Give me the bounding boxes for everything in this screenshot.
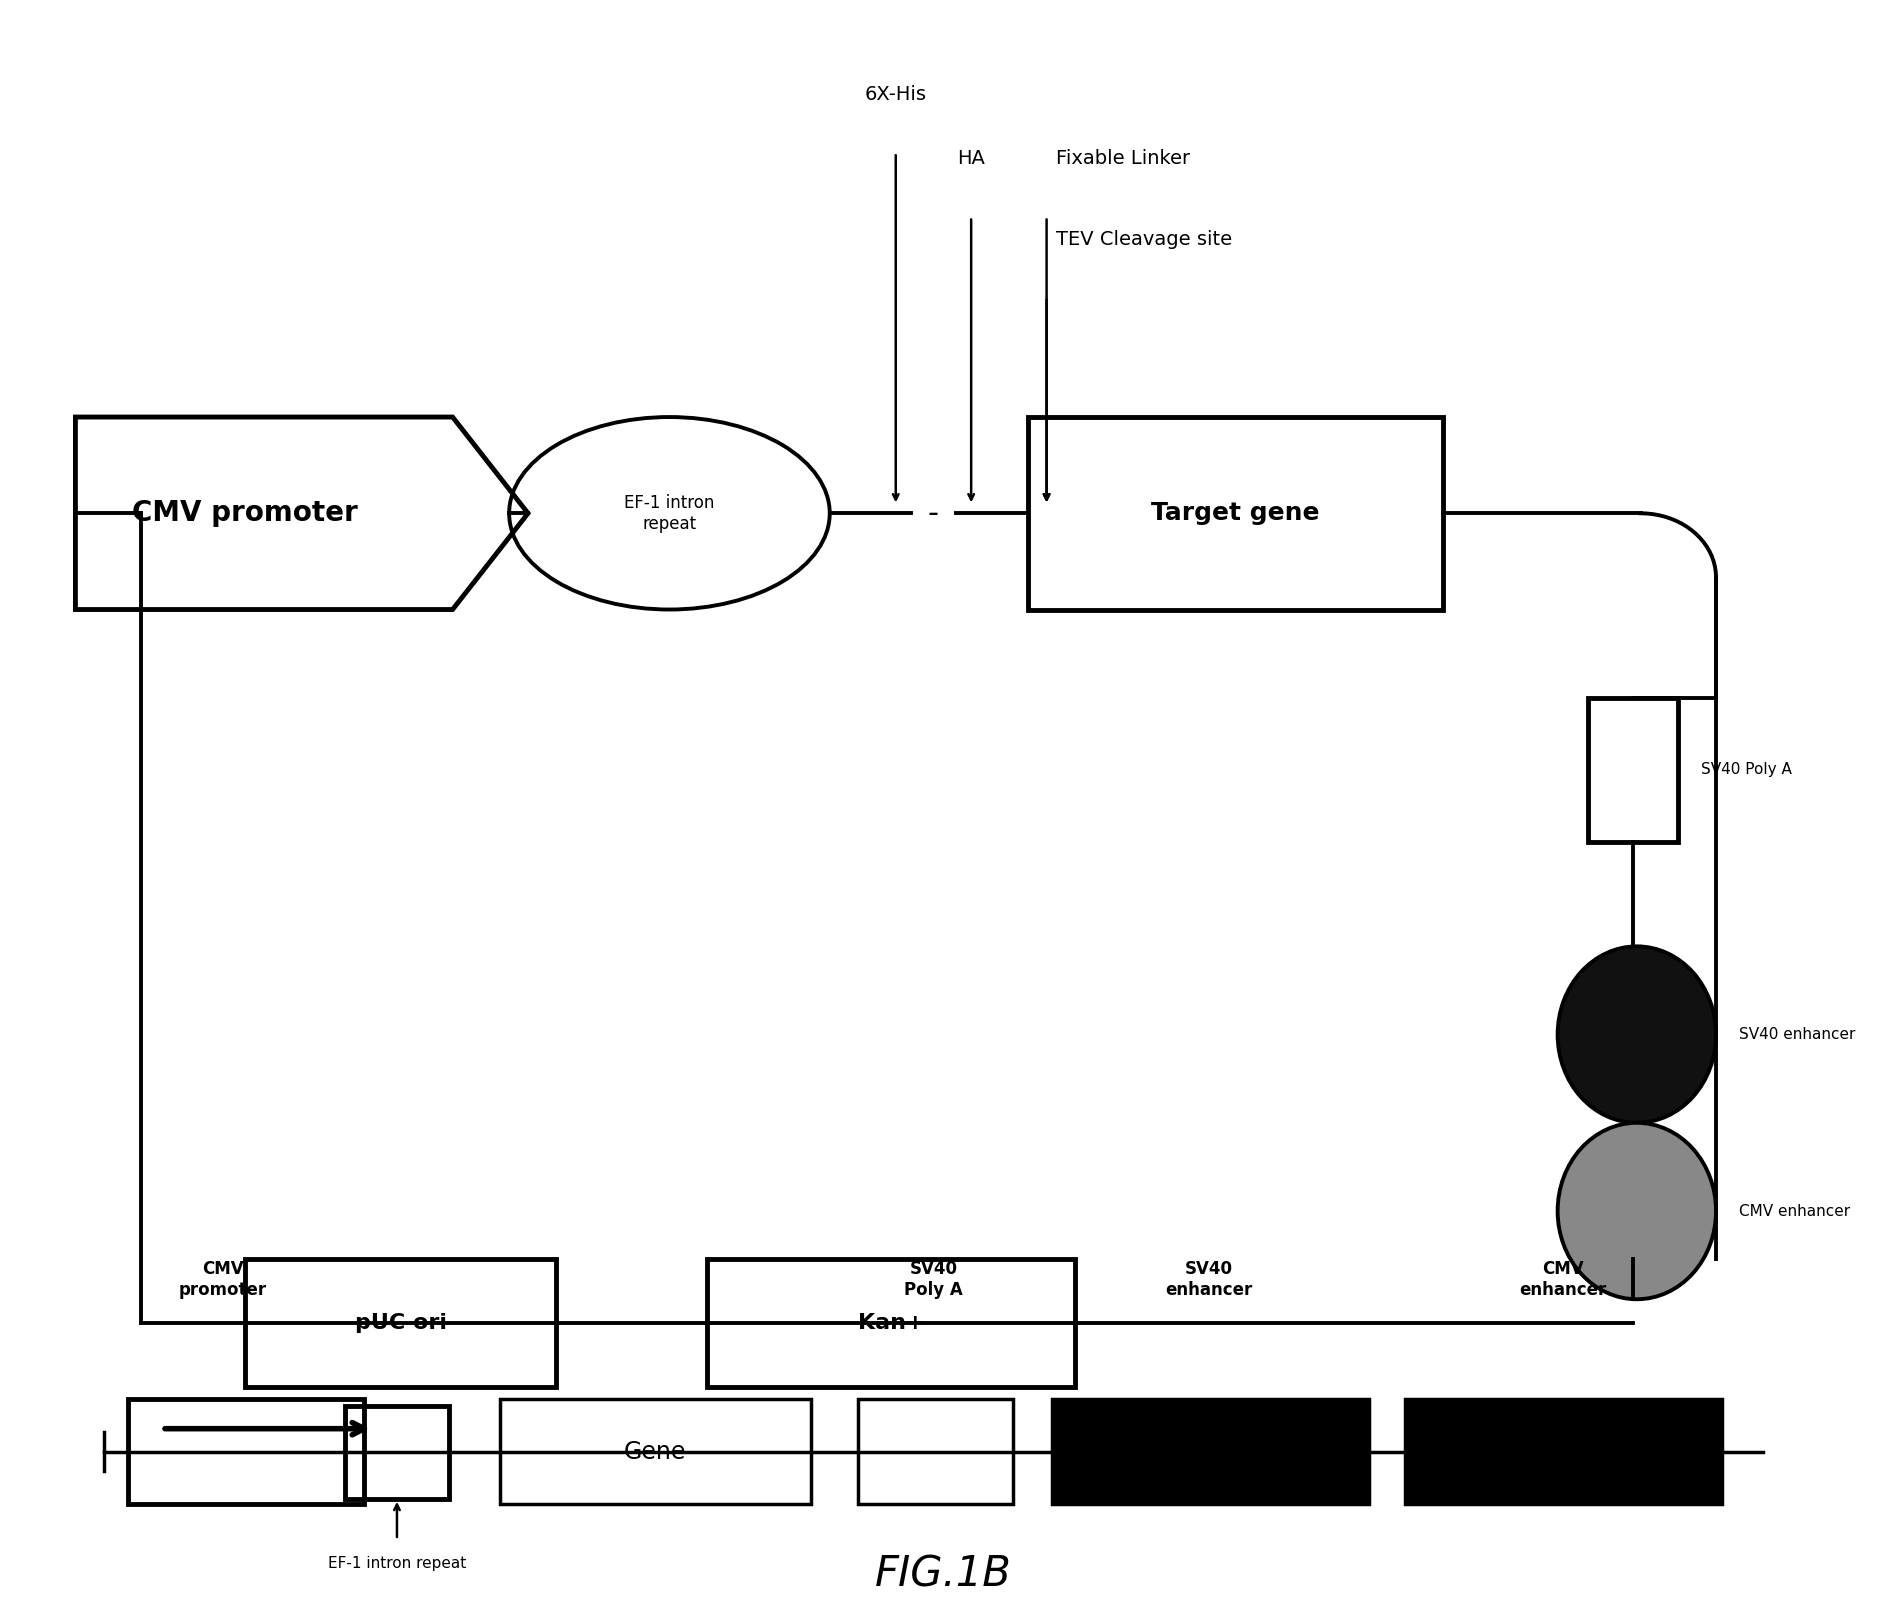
Text: CMV enhancer: CMV enhancer: [1739, 1203, 1850, 1219]
Text: -: -: [927, 499, 938, 528]
Bar: [708, 1259, 1074, 1387]
Text: CMV promoter: CMV promoter: [132, 499, 359, 528]
Text: Target gene: Target gene: [1152, 502, 1320, 525]
Text: TEV Cleavage site: TEV Cleavage site: [1055, 229, 1233, 249]
Bar: [245, 1259, 557, 1387]
Text: SV40
enhancer: SV40 enhancer: [1165, 1261, 1252, 1299]
Bar: [500, 1399, 810, 1505]
Text: Gene: Gene: [625, 1440, 687, 1463]
Ellipse shape: [1558, 1123, 1716, 1299]
Text: HA: HA: [957, 149, 986, 168]
Bar: [1052, 1399, 1369, 1505]
Ellipse shape: [1558, 946, 1716, 1123]
Text: SV40
Poly A: SV40 Poly A: [904, 1261, 963, 1299]
Bar: [857, 1399, 1012, 1505]
Text: EF-1 intron repeat: EF-1 intron repeat: [329, 1556, 466, 1570]
Bar: [346, 1405, 449, 1498]
Bar: [1405, 1399, 1722, 1505]
Bar: [128, 1399, 364, 1505]
Text: EF-1 intron
repeat: EF-1 intron repeat: [625, 494, 716, 533]
Text: SV40 Poly A: SV40 Poly A: [1701, 762, 1792, 778]
Bar: [1027, 417, 1442, 610]
Text: Fixable Linker: Fixable Linker: [1055, 149, 1189, 168]
Text: Kan+: Kan+: [857, 1314, 925, 1333]
Text: 6X-His: 6X-His: [865, 85, 927, 104]
Text: CMV
enhancer: CMV enhancer: [1520, 1261, 1607, 1299]
Text: SV40 enhancer: SV40 enhancer: [1739, 1027, 1856, 1043]
Text: FIG.1B: FIG.1B: [874, 1554, 1012, 1596]
Text: pUC ori: pUC ori: [355, 1314, 447, 1333]
Text: CMV
promoter: CMV promoter: [179, 1261, 266, 1299]
Bar: [1588, 698, 1678, 842]
